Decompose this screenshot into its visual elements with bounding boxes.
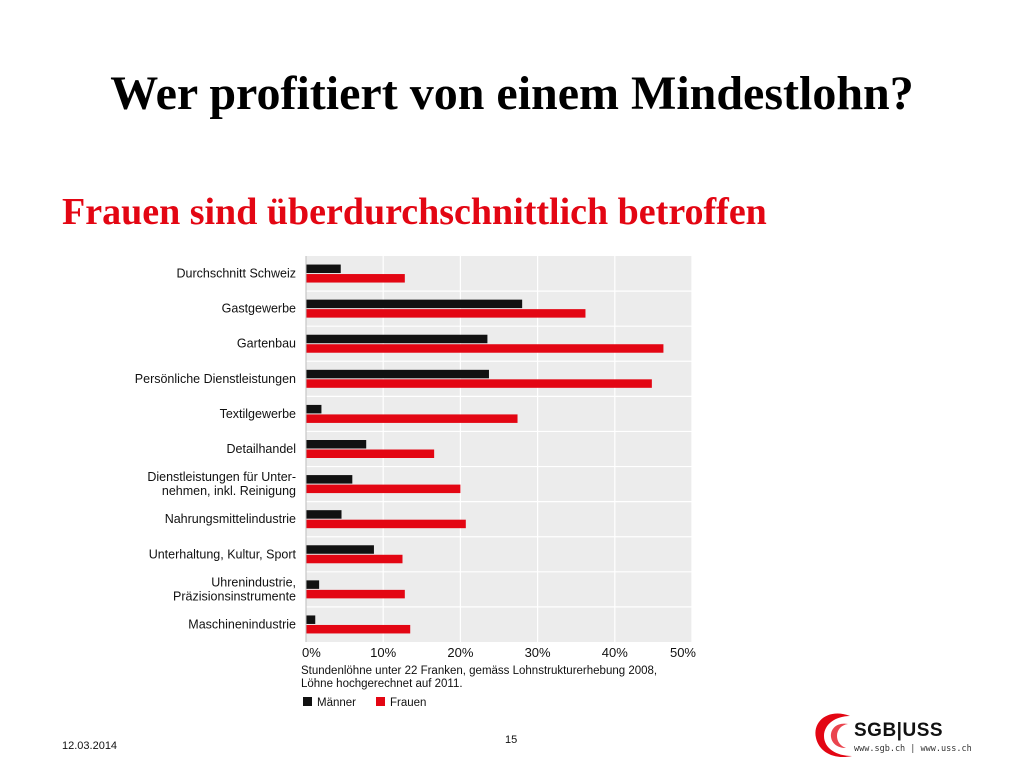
bar-maenner (306, 264, 341, 274)
logo-urls: www.sgb.ch | www.uss.ch (854, 744, 972, 754)
legend-swatch-maenner (303, 697, 312, 706)
bar-maenner (306, 545, 374, 554)
legend-label: Frauen (390, 697, 426, 709)
category-label: Maschinenindustrie (188, 617, 296, 631)
category-label: Nahrungsmittelindustrie (165, 512, 296, 526)
bar-maenner (306, 615, 316, 624)
chart-note: Stundenlöhne unter 22 Franken, gemäss Lo… (301, 665, 657, 677)
bar-frauen (306, 589, 405, 599)
swirl-logo-icon (815, 713, 852, 758)
x-tick-label: 30% (525, 645, 551, 660)
bar-maenner (306, 510, 342, 519)
page-number: 15 (505, 734, 518, 746)
bar-frauen (306, 379, 652, 388)
bar-frauen (306, 344, 664, 353)
x-tick-label: 20% (447, 645, 473, 660)
slide-subtitle: Frauen sind überdurchschnittlich betroff… (62, 191, 767, 233)
category-label: Detailhandel (227, 442, 297, 456)
bar-frauen (306, 484, 461, 494)
bar-maenner (306, 369, 489, 379)
bar-frauen (306, 449, 435, 458)
slide-title: Wer profitiert von einem Mindestlohn? (110, 67, 914, 120)
x-tick-label: 50% (670, 645, 696, 660)
bar-maenner (306, 580, 320, 589)
bar-maenner (306, 334, 488, 344)
bar-maenner (306, 475, 353, 484)
logo-wordmark: SGB|USS (854, 720, 944, 741)
category-label: Gartenbau (237, 337, 296, 351)
legend-swatch-frauen (376, 697, 385, 706)
category-label: Durchschnitt Schweiz (177, 267, 297, 281)
x-tick-label: 10% (370, 645, 396, 660)
category-label: Dienstleistungen für Unter-nehmen, inkl.… (147, 470, 296, 498)
slide-date: 12.03.2014 (62, 740, 118, 752)
bar-frauen (306, 414, 518, 423)
category-label: Uhrenindustrie, Präzisionsinstrumente (173, 575, 296, 603)
plot-background (306, 256, 692, 642)
chart-note: Löhne hochgerechnet auf 2011. (301, 678, 463, 690)
bar-maenner (306, 299, 523, 309)
category-label: Textilgewerbe (220, 407, 296, 421)
bar-maenner (306, 404, 322, 414)
bar-frauen (306, 309, 586, 318)
category-label: Unterhaltung, Kultur, Sport (149, 547, 297, 561)
x-tick-label: 0% (302, 645, 321, 660)
bar-frauen (306, 554, 403, 564)
bar-frauen (306, 624, 411, 634)
sgb-uss-logo: SGB|USS www.sgb.ch | www.uss.ch (810, 706, 1000, 764)
bar-frauen (306, 519, 466, 529)
bar-maenner (306, 440, 367, 449)
legend-label: Männer (317, 697, 356, 709)
category-label: Gastgewerbe (222, 302, 296, 316)
bar-frauen (306, 274, 405, 283)
x-tick-label: 40% (602, 645, 628, 660)
category-label: Persönliche Dienstleistungen (135, 372, 296, 386)
